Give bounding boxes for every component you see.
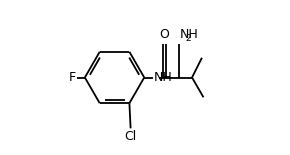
Text: O: O bbox=[160, 28, 170, 41]
Text: Cl: Cl bbox=[124, 130, 137, 143]
Text: 2: 2 bbox=[186, 34, 191, 43]
Text: NH: NH bbox=[180, 28, 198, 41]
Text: F: F bbox=[69, 71, 76, 84]
Text: NH: NH bbox=[154, 71, 173, 84]
